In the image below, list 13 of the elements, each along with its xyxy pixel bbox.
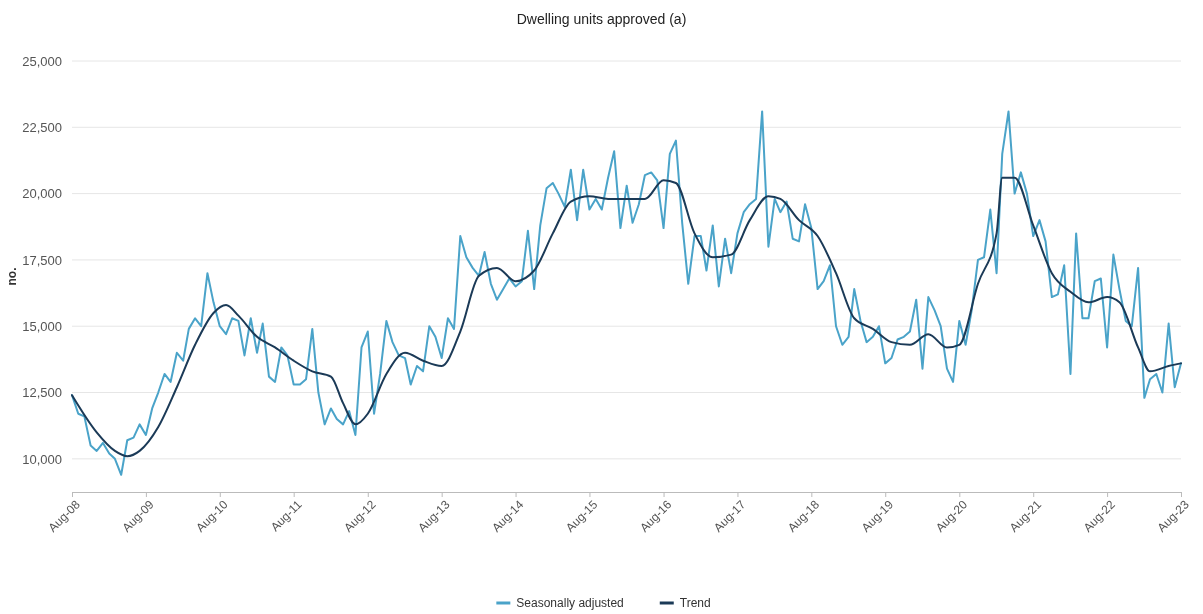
legend-label: Trend — [679, 596, 711, 610]
y-tick-label: 22,500 — [22, 119, 62, 135]
y-tick-label: 15,000 — [22, 318, 62, 334]
y-tick-label: 10,000 — [22, 451, 62, 467]
y-axis-title: no. — [5, 267, 19, 286]
chart-title: Dwelling units approved (a) — [516, 11, 687, 27]
line-series — [71, 110, 1182, 476]
y-tick-label: 17,500 — [22, 252, 62, 268]
line-series — [71, 176, 1182, 458]
y-tick-label: 25,000 — [22, 53, 62, 69]
legend-label: Seasonally adjusted — [516, 596, 624, 610]
y-tick-label: 20,000 — [22, 186, 62, 202]
y-tick-label: 12,500 — [22, 385, 62, 401]
